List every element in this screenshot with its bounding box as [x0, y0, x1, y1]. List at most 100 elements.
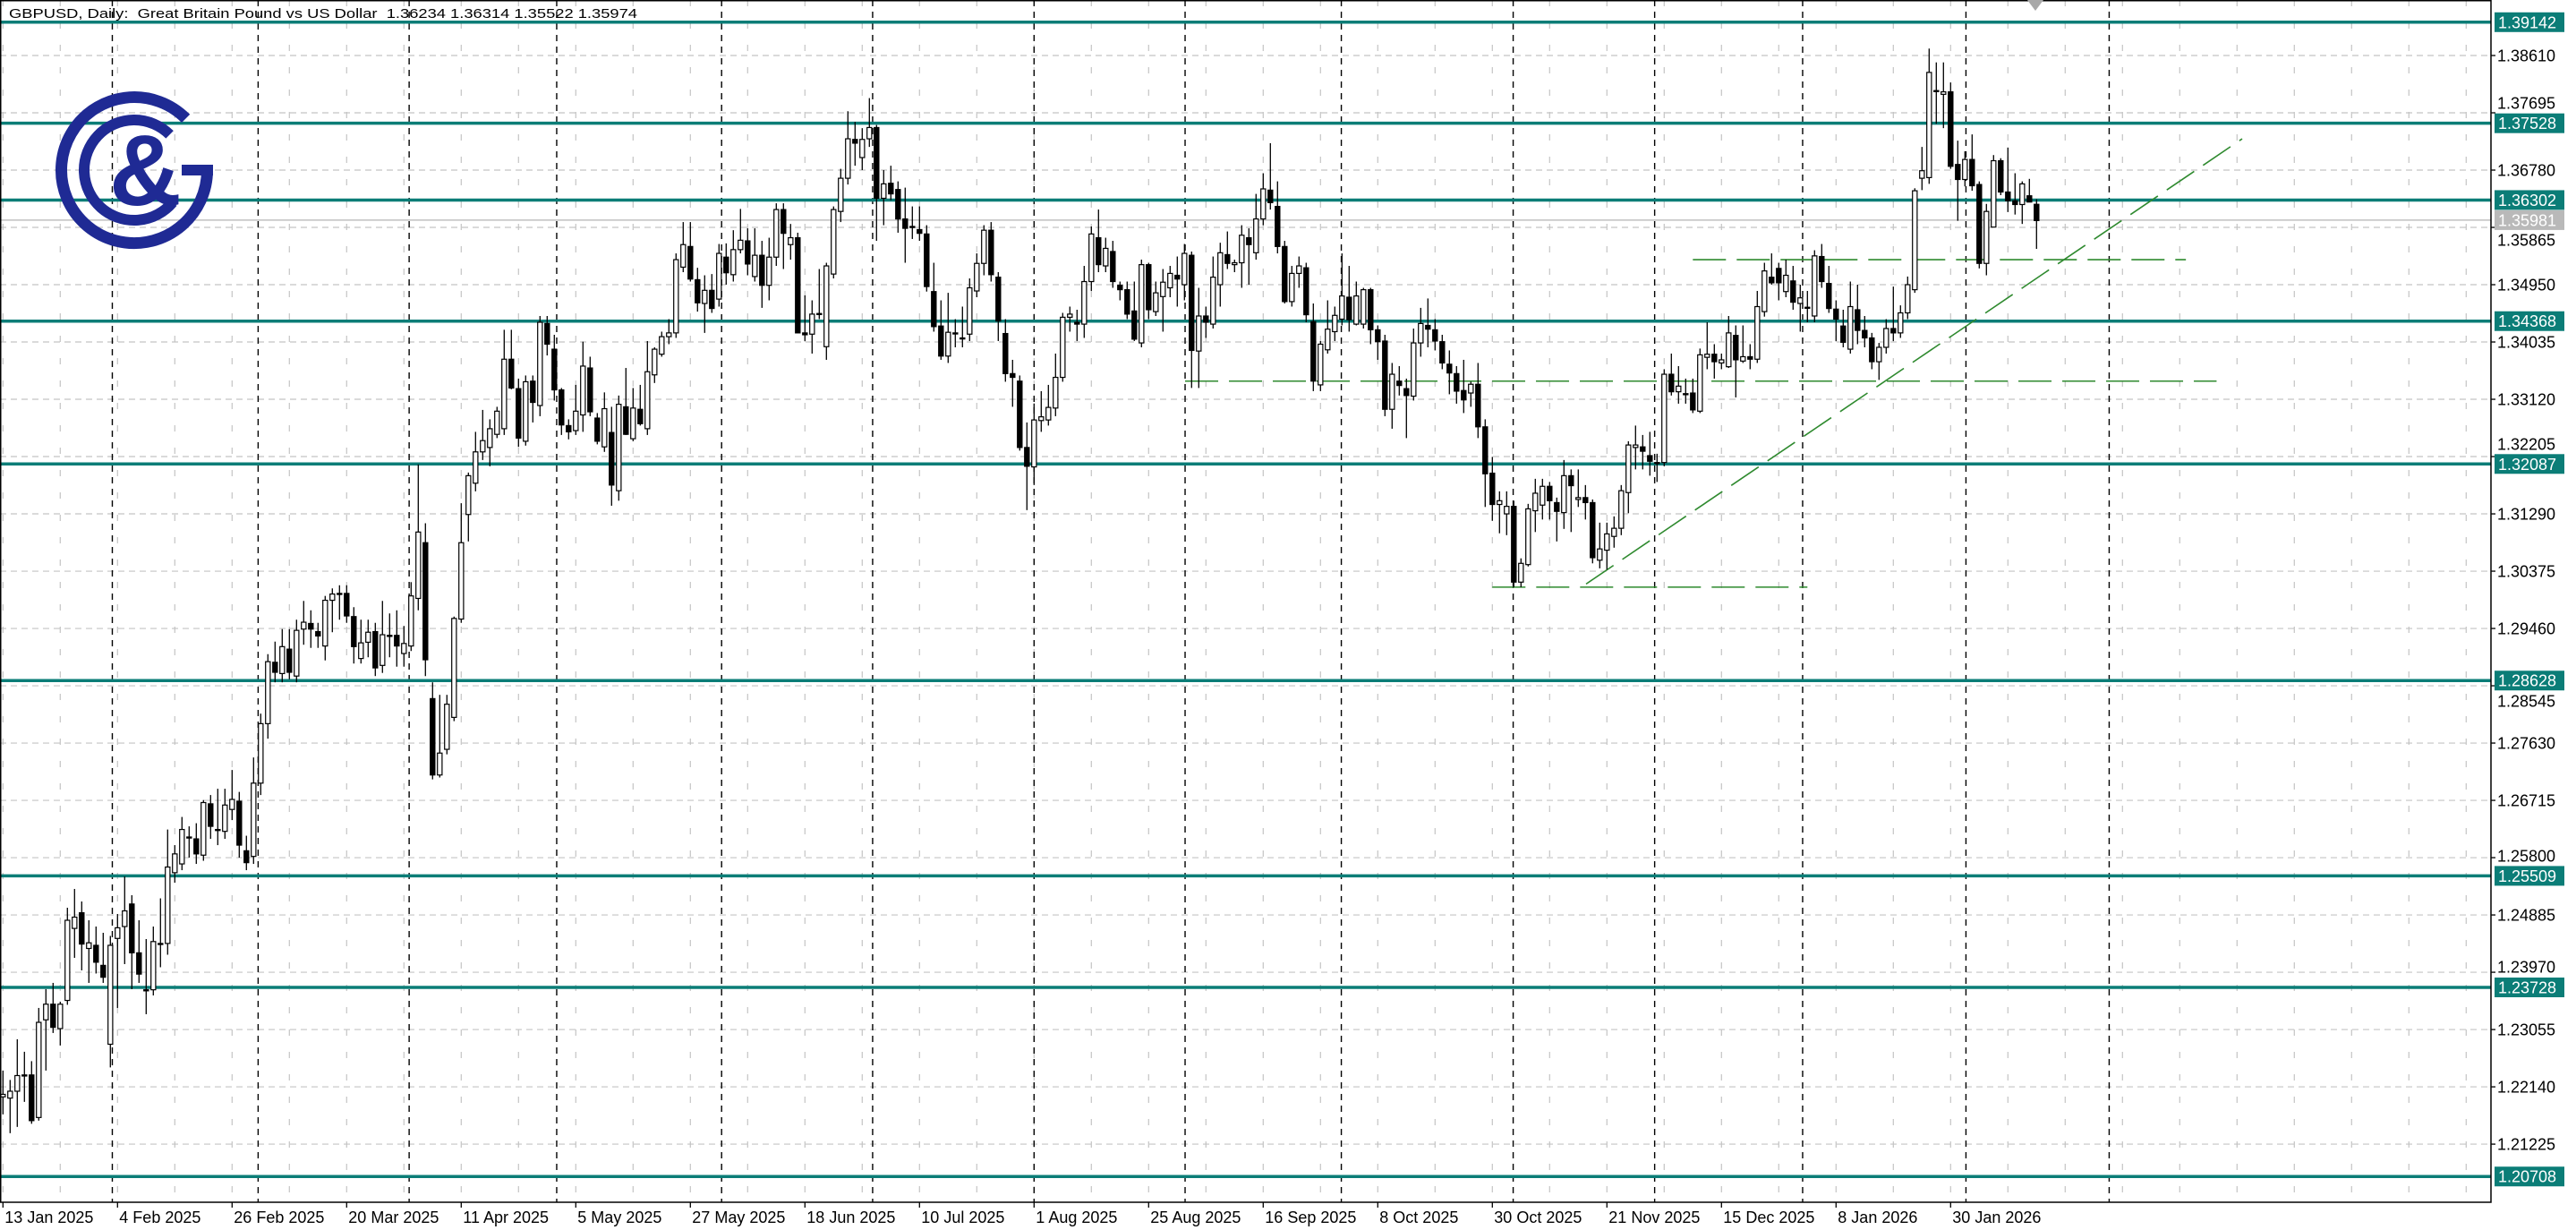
- candle-body-bull: [1912, 190, 1918, 291]
- candle-body-bull: [1561, 474, 1567, 514]
- candle: [243, 835, 250, 871]
- candle: [279, 628, 286, 683]
- candle-body-bear: [1275, 205, 1281, 247]
- candle: [1962, 151, 1968, 187]
- level-price-label-box: [2495, 113, 2564, 133]
- candle-body-bear: [29, 1074, 35, 1122]
- candle: [902, 187, 908, 263]
- candle-body-bull: [1418, 322, 1424, 344]
- candle-body-bull: [107, 944, 114, 1046]
- candle-body-bear: [530, 380, 536, 404]
- candle-body-bull: [644, 371, 651, 430]
- candle: [1396, 365, 1403, 396]
- candle: [236, 791, 243, 858]
- candle-body-bear: [2005, 191, 2011, 201]
- candle-body-bull: [1504, 506, 1510, 515]
- candle: [1826, 266, 1832, 313]
- candle: [1389, 363, 1395, 429]
- candle-body-bear: [1890, 328, 1897, 334]
- candle: [251, 757, 257, 865]
- candle: [372, 622, 379, 677]
- candle: [594, 413, 601, 445]
- y-tick-label: 1.34035: [2497, 334, 2555, 352]
- candle: [1812, 250, 1818, 322]
- candle: [609, 406, 615, 506]
- candle: [1919, 147, 1925, 191]
- candle: [165, 829, 171, 955]
- candle: [358, 619, 364, 664]
- candle-body-bull: [301, 621, 307, 630]
- candle: [931, 262, 937, 332]
- level-price-label[interactable]: 1.37528: [2495, 113, 2564, 133]
- candle-body-bear: [1776, 268, 1782, 284]
- chart-shift-marker-icon[interactable]: [2027, 0, 2043, 11]
- trendline[interactable]: [1585, 138, 2243, 585]
- level-price-label[interactable]: 1.23728: [2495, 977, 2564, 997]
- y-tick-label: 1.38610: [2497, 47, 2555, 65]
- level-price-label[interactable]: 1.34368: [2495, 311, 2564, 331]
- candle: [308, 610, 314, 648]
- candle: [1110, 241, 1116, 288]
- candle-body-bear: [1403, 388, 1410, 397]
- candle-body-bear: [802, 332, 808, 336]
- level-price-label[interactable]: 1.32087: [2495, 454, 2564, 474]
- level-price-label-text: 1.20708: [2498, 1168, 2556, 1186]
- candle-body-bear: [315, 630, 321, 637]
- level-price-label-text: 1.28628: [2498, 672, 2556, 690]
- candle-body-bear: [394, 635, 400, 647]
- candle: [1224, 231, 1231, 269]
- candle: [294, 619, 300, 683]
- candle: [1332, 306, 1338, 341]
- candle: [1024, 422, 1030, 510]
- y-tick-label: 1.26715: [2497, 792, 2555, 810]
- x-tick-label: 13 Jan 2025: [4, 1209, 93, 1226]
- candle: [745, 228, 751, 276]
- candle-body-bull: [179, 828, 185, 865]
- candle-body-bear: [1117, 285, 1123, 291]
- candle-body-bull: [1081, 280, 1088, 325]
- current-price-label[interactable]: 1.35981: [2495, 209, 2564, 230]
- candle: [1203, 306, 1209, 338]
- x-tick-label: 4 Feb 2025: [119, 1209, 200, 1226]
- candle-body-bear: [1382, 340, 1388, 410]
- candle-body-bear: [1840, 325, 1847, 343]
- candle: [172, 845, 178, 884]
- candle: [1540, 478, 1546, 520]
- level-price-label[interactable]: 1.28628: [2495, 671, 2564, 691]
- candle-body-bear: [1826, 283, 1832, 310]
- candle: [1475, 363, 1481, 439]
- candle-body-bear: [344, 593, 350, 617]
- candle-body-bear: [1002, 332, 1009, 374]
- candle-body-bull: [1232, 261, 1238, 266]
- x-tick-label: 8 Jan 2026: [1838, 1209, 1917, 1226]
- candle-body-bull: [1139, 264, 1145, 344]
- level-price-label[interactable]: 1.39142: [2495, 12, 2564, 32]
- level-price-label[interactable]: 1.36302: [2495, 190, 2564, 210]
- level-price-label[interactable]: 1.25509: [2495, 866, 2564, 886]
- candle: [1761, 262, 1768, 317]
- y-tick-label: 1.25800: [2497, 848, 2555, 866]
- candle: [580, 341, 586, 432]
- candle: [1711, 344, 1718, 379]
- candle: [1769, 253, 1775, 286]
- candle-body-bull: [43, 1004, 49, 1021]
- candle: [1432, 319, 1438, 351]
- candle: [1017, 375, 1023, 451]
- candle-body-bear: [1554, 501, 1560, 512]
- candle-body-bull: [1962, 158, 1968, 181]
- candle-body-bull: [380, 634, 386, 666]
- level-price-label-box: [2495, 1166, 2564, 1187]
- level-price-label[interactable]: 1.20708: [2495, 1166, 2564, 1187]
- candle-body-bear: [193, 838, 200, 855]
- candle-body-bull: [1654, 462, 1660, 465]
- candle: [1296, 256, 1302, 288]
- candle: [1933, 62, 1940, 124]
- candle-body-bull: [1038, 416, 1045, 422]
- candle: [730, 230, 737, 282]
- candle-body-bear: [1733, 335, 1739, 361]
- candle: [1819, 243, 1825, 288]
- candle-body-bull: [1876, 346, 1882, 363]
- candle: [401, 626, 407, 667]
- level-price-label-text: 1.23728: [2498, 978, 2556, 996]
